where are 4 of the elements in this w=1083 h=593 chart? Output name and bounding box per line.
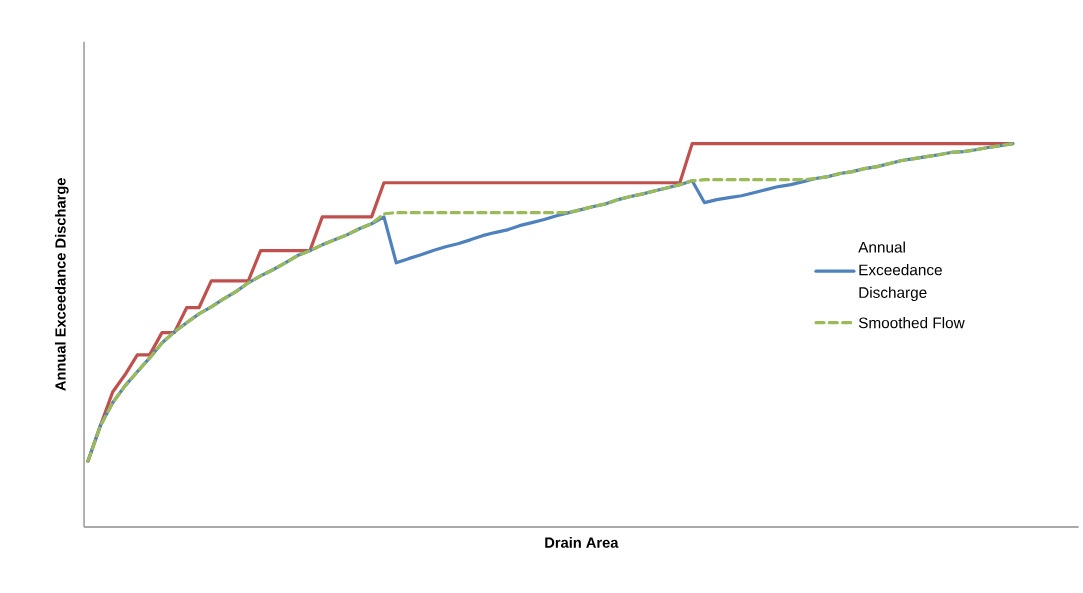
- legend-label: Annual Exceedance Discharge: [858, 241, 942, 302]
- x-axis-title: Drain Area: [545, 537, 619, 548]
- legend-label: Smoothed Flow: [858, 317, 965, 329]
- y-axis-title: Annual Exceedance Discharge: [54, 178, 69, 391]
